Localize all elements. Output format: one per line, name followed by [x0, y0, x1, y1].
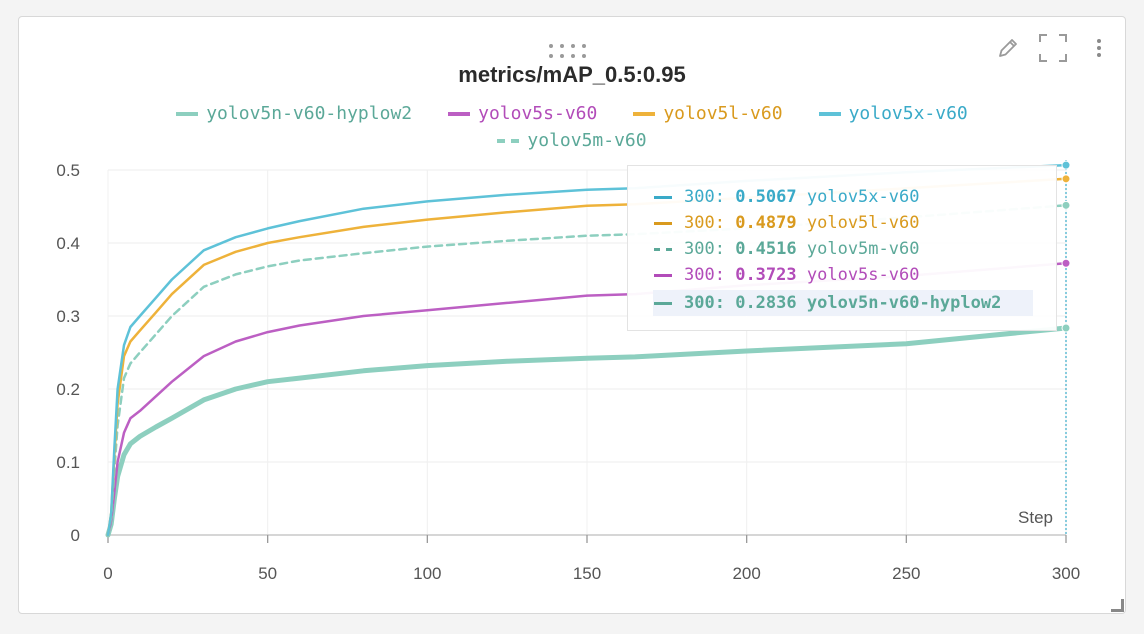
series-line-yolov5s-v60 [106, 261, 1068, 537]
tooltip-step: 300: [684, 265, 725, 285]
drag-handle-icon[interactable] [549, 42, 599, 60]
legend-item-yolov5m-v60[interactable]: yolov5m-v60 [497, 130, 647, 151]
pencil-icon[interactable] [992, 32, 1024, 64]
y-tick-label: 0.5 [56, 161, 80, 180]
tooltip-step: 300: [684, 187, 725, 207]
more-vertical-icon[interactable] [1083, 32, 1115, 64]
y-tick-label: 0.3 [56, 307, 80, 326]
legend-label: yolov5l-v60 [663, 103, 783, 124]
tooltip-swatch [654, 221, 672, 225]
x-tick-label: 150 [573, 564, 601, 583]
series-line-yolov5x-v60 [106, 163, 1068, 537]
tooltip-row-highlighted: 300: 0.2836 yolov5n-v60-hyplow2 [653, 290, 1033, 316]
tooltip-value: 0.5067 [735, 187, 797, 207]
hover-point-yolov5s-v60 [1061, 258, 1071, 268]
hover-point-yolov5m-v60 [1061, 200, 1071, 210]
resize-icon[interactable] [1111, 599, 1124, 612]
y-tick-label: 0.1 [56, 453, 80, 472]
tooltip-step: 300: [684, 239, 725, 259]
series-line-yolov5m-v60 [106, 204, 1068, 537]
tooltip-swatch [654, 195, 672, 199]
x-tick-label: 0 [103, 564, 112, 583]
legend-label: yolov5m-v60 [527, 130, 647, 151]
tooltip-value: 0.2836 [735, 293, 797, 313]
hover-point-yolov5x-v60 [1061, 160, 1071, 170]
tooltip-series-name: yolov5x-v60 [806, 187, 920, 207]
tooltip-row: 300: 0.4879 yolov5l-v60 [654, 210, 919, 236]
legend-item-yolov5x-v60[interactable]: yolov5x-v60 [818, 103, 968, 124]
legend-swatch [448, 111, 471, 116]
x-tick-label: 250 [892, 564, 920, 583]
legend-item-yolov5n-v60-hyplow2[interactable]: yolov5n-v60-hyplow2 [176, 103, 412, 124]
legend-swatch [176, 111, 199, 116]
tooltip-series-name: yolov5l-v60 [806, 213, 920, 233]
tooltip-value: 0.4879 [735, 213, 797, 233]
legend-item-yolov5s-v60[interactable]: yolov5s-v60 [448, 103, 597, 124]
tooltip-row: 300: 0.5067 yolov5x-v60 [654, 184, 919, 210]
legend-label: yolov5s-v60 [478, 103, 598, 124]
chart-legend-row-2: yolov5m-v60 [0, 130, 1144, 151]
x-tick-label: 100 [413, 564, 441, 583]
x-tick-label: 200 [732, 564, 760, 583]
x-axis-label: Step [1018, 508, 1053, 527]
y-tick-label: 0.4 [56, 234, 80, 253]
series-line-yolov5l-v60 [106, 177, 1068, 537]
tooltip-value: 0.3723 [735, 265, 797, 285]
tooltip-series-name: yolov5m-v60 [806, 239, 920, 259]
tooltip-step: 300: [684, 293, 725, 313]
hover-point-yolov5n-v60-hyplow2 [1061, 323, 1071, 333]
tooltip-row: 300: 0.4516 yolov5m-v60 [654, 236, 919, 262]
series-line-yolov5n-v60-hyplow2 [105, 325, 1069, 538]
x-tick-label: 50 [258, 564, 277, 583]
y-tick-label: 0 [71, 526, 80, 545]
legend-swatch [497, 138, 520, 143]
y-tick-label: 0.2 [56, 380, 80, 399]
tooltip-series-name: yolov5n-v60-hyplow2 [806, 293, 1002, 313]
legend-item-yolov5l-v60[interactable]: yolov5l-v60 [633, 103, 783, 124]
tooltip-swatch [654, 301, 672, 305]
hover-tooltip: 300: 0.5067 yolov5x-v60 300: 0.4879 yolo… [627, 165, 1057, 331]
tooltip-step: 300: [684, 213, 725, 233]
legend-label: yolov5x-v60 [848, 103, 968, 124]
legend-swatch [818, 111, 841, 116]
tooltip-swatch [654, 247, 672, 251]
tooltip-series-name: yolov5s-v60 [806, 265, 920, 285]
tooltip-value: 0.4516 [735, 239, 797, 259]
tooltip-row: 300: 0.3723 yolov5s-v60 [654, 262, 919, 288]
chart-title: metrics/mAP_0.5:0.95 [458, 62, 686, 87]
chart-legend-row-1: yolov5n-v60-hyplow2 yolov5s-v60 yolov5l-… [0, 103, 1144, 124]
hover-point-yolov5l-v60 [1061, 174, 1071, 184]
tooltip-swatch [654, 273, 672, 277]
fullscreen-icon[interactable] [1037, 32, 1069, 64]
x-tick-label: 300 [1052, 564, 1080, 583]
legend-label: yolov5n-v60-hyplow2 [206, 103, 413, 124]
legend-swatch [633, 111, 656, 116]
